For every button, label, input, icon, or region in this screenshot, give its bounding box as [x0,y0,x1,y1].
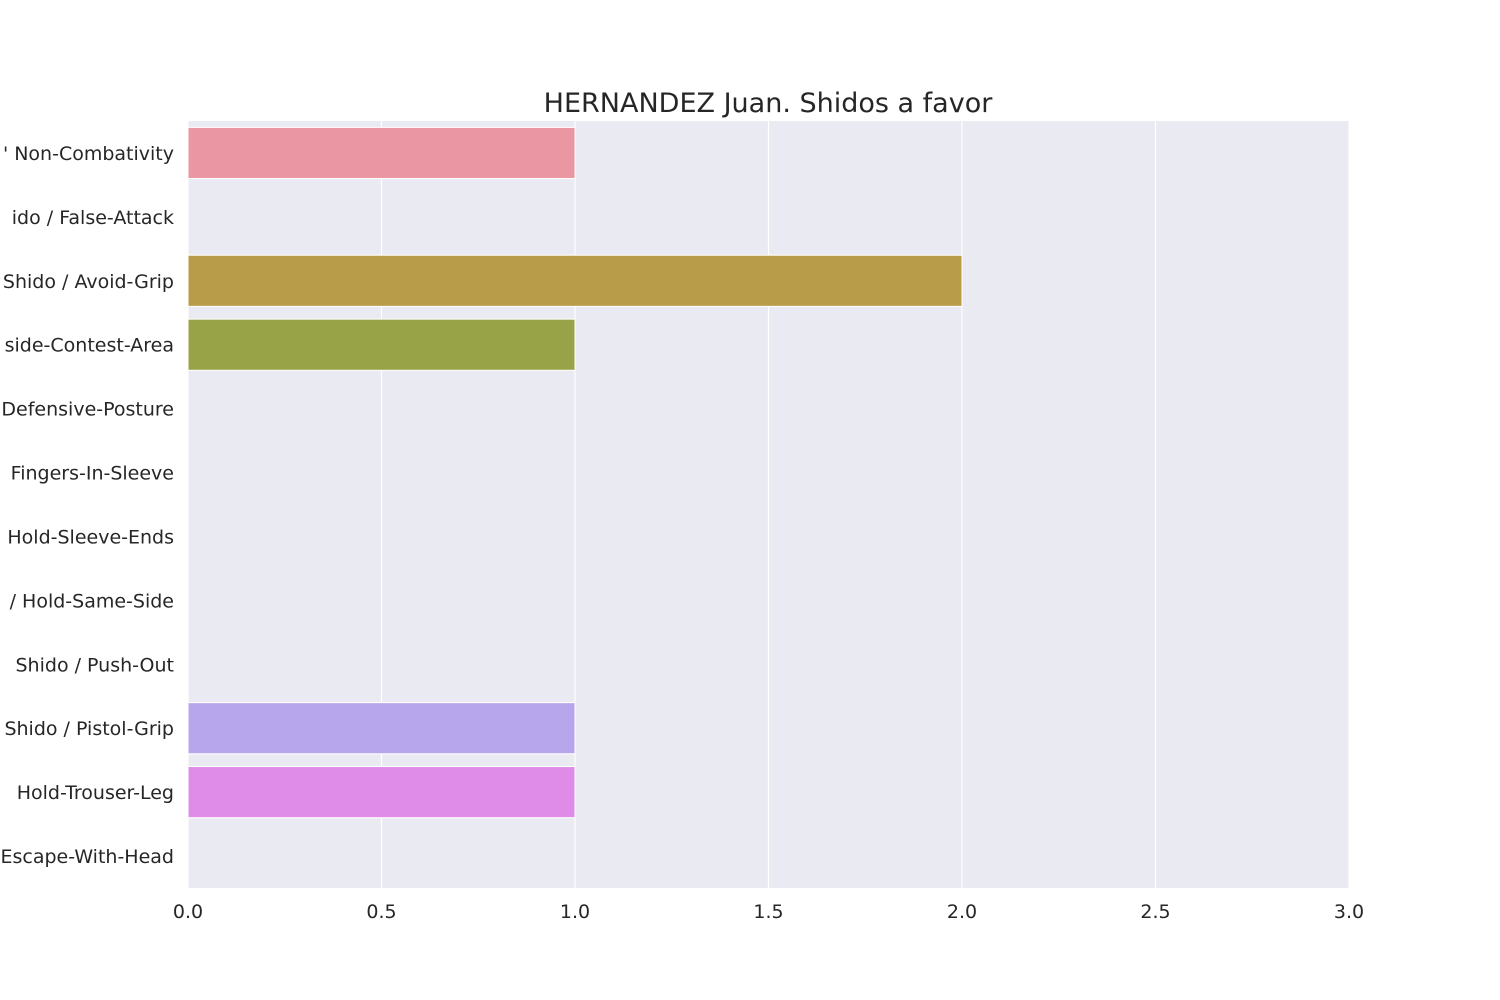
y-tick-label: Hold-Trouser-Leg [17,782,174,804]
bar [187,126,576,180]
y-tick-label: Hold-Sleeve-Ends [7,526,174,548]
y-tick-label: ' Non-Combativity [3,143,174,165]
y-tick-label: Shido / Pistol-Grip [4,718,174,740]
grid-lines [187,121,1350,888]
x-tick-label: 1.0 [560,901,590,923]
x-tick-label: 0.5 [366,901,396,923]
x-tick-label: 1.5 [753,901,783,923]
y-tick-labels: ' Non-Combativity ido / False-Attack Shido… [0,143,174,868]
x-tick-label: 2.0 [947,901,977,923]
bar [187,766,576,819]
x-tick-label: 2.5 [1140,901,1170,923]
chart-title: HERNANDEZ Juan. Shidos a favor [544,88,994,119]
bar [187,702,576,755]
y-tick-label: side-Contest-Area [5,335,174,357]
y-tick-label: Shido / Avoid-Grip [3,271,174,293]
y-tick-label: Escape-With-Head [0,846,174,868]
y-tick-label: ido / False-Attack [12,207,174,229]
x-tick-label: 3.0 [1334,901,1364,923]
bars [187,126,963,819]
x-tick-labels: 0.0 0.5 1.0 1.5 2.0 2.5 3.0 [173,901,1364,923]
y-tick-label: Fingers-In-Sleeve [11,463,174,485]
bar [187,318,576,371]
y-tick-label: / Hold-Same-Side [10,590,174,612]
bar [187,254,963,307]
y-tick-label: Shido / Push-Out [16,654,175,676]
x-tick-label: 0.0 [173,901,203,923]
y-tick-label: Defensive-Posture [1,399,174,421]
